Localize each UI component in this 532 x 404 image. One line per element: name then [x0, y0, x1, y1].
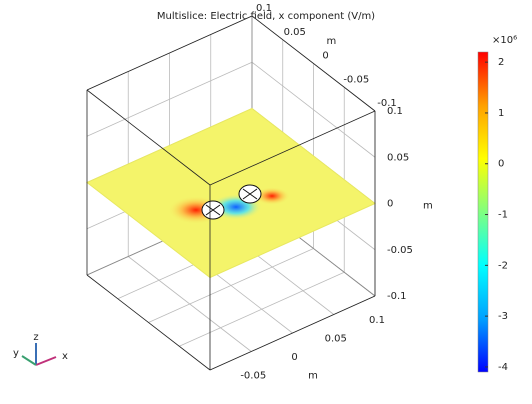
z-tick-label: 0.1 — [387, 106, 403, 117]
z-tick-label: -0.05 — [387, 245, 413, 256]
y-tick-label: 0.05 — [284, 27, 306, 38]
box-edge — [209, 110, 376, 186]
y-tick-label: 0 — [322, 51, 328, 62]
z-tick-label: 0.05 — [387, 152, 409, 163]
grid-line — [251, 61, 376, 158]
grid-line — [86, 61, 253, 137]
box-edge — [86, 89, 211, 186]
box-edge — [86, 15, 253, 91]
box-edge — [209, 295, 376, 371]
x-tick-label: 0.1 — [369, 315, 385, 326]
box-edge — [86, 274, 211, 371]
triad-x-arrow — [35, 356, 57, 366]
colorbar-tick-label: -1 — [498, 210, 508, 221]
colorbar-tick-label: -3 — [498, 311, 508, 322]
colorbar-tick-label: 1 — [498, 108, 504, 119]
colorbar-multiplier: ×10⁶ — [492, 35, 517, 46]
colorbar-tick-label: 2 — [498, 57, 504, 68]
triad-y-arrow — [21, 355, 37, 366]
conductor-mesh — [205, 204, 221, 216]
z-tick-label: 0 — [387, 199, 393, 210]
z-axis-label: m — [423, 201, 433, 212]
box-edge — [251, 15, 376, 112]
chart-title: Multislice: Electric field, x component … — [157, 11, 375, 22]
triad-z: z — [33, 332, 38, 343]
x-tick-label: -0.05 — [240, 371, 266, 382]
colorbar-tick-label: -4 — [498, 362, 508, 373]
front-layer: -0.0500.050.10.10.050-0.05-0.10.10.050-0… — [86, 3, 433, 382]
colorbar — [477, 51, 489, 373]
axis-triad: z x y — [13, 332, 68, 366]
grid-line — [179, 271, 345, 347]
x-tick-label: 0.05 — [325, 334, 347, 345]
triad-y: y — [13, 348, 19, 359]
x-axis-label: m — [308, 371, 318, 382]
triad-x: x — [62, 351, 68, 362]
slice-plane — [86, 107, 376, 279]
grid-line — [148, 248, 314, 323]
y-axis-label: m — [326, 36, 336, 47]
z-tick-label: -0.1 — [387, 291, 407, 302]
y-tick-label: -0.05 — [343, 74, 369, 85]
colorbar-tick-label: 0 — [498, 159, 504, 170]
y-tick-label: 0.1 — [256, 3, 272, 14]
conductor-mesh — [242, 188, 258, 200]
y-tick-label: -0.1 — [377, 98, 397, 109]
x-tick-label: 0 — [291, 352, 297, 363]
slice-layer — [86, 107, 376, 279]
field-hot — [254, 187, 290, 205]
colorbar-tick-label: -2 — [498, 260, 508, 271]
